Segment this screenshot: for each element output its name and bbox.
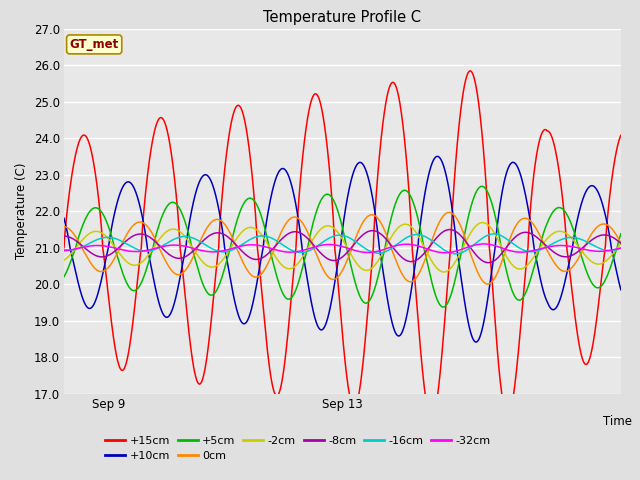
Y-axis label: Temperature (C): Temperature (C) <box>15 163 28 260</box>
Text: GT_met: GT_met <box>70 38 119 51</box>
Legend: +15cm, +10cm, +5cm, 0cm, -2cm, -8cm, -16cm, -32cm: +15cm, +10cm, +5cm, 0cm, -2cm, -8cm, -16… <box>105 436 491 461</box>
Title: Temperature Profile C: Temperature Profile C <box>264 10 421 25</box>
Text: Time: Time <box>603 416 632 429</box>
